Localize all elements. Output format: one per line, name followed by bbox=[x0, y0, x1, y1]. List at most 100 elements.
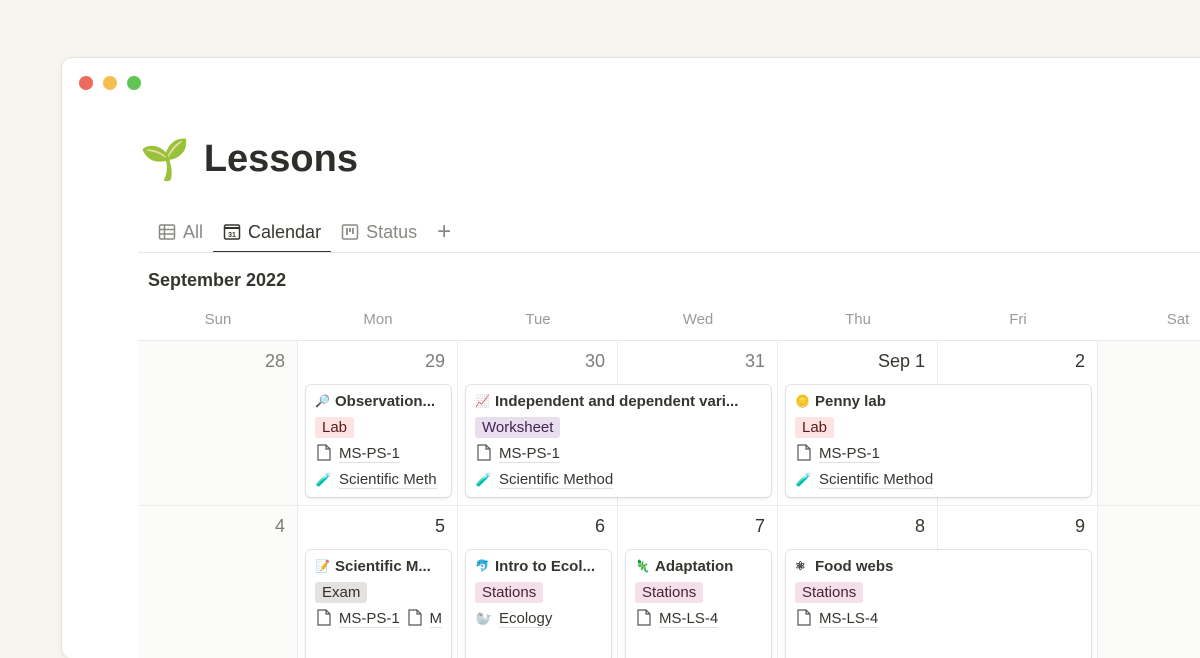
event-card[interactable]: 🪙 Penny lab Lab MS-PS-1 🧪 Scientific Method bbox=[786, 385, 1091, 497]
document-icon bbox=[315, 608, 333, 629]
day-cell[interactable]: 31 bbox=[618, 341, 778, 506]
weekday-header: Sat bbox=[1166, 311, 1190, 328]
event-card[interactable]: 📝 Scientific M... Exam MS-PS-1 M bbox=[306, 550, 451, 658]
seedling-icon[interactable]: 🌱 bbox=[140, 138, 190, 182]
event-emoji-icon: 🔎 bbox=[315, 394, 330, 408]
day-number: 8 bbox=[914, 516, 925, 536]
relation-link[interactable]: Scientific Meth bbox=[339, 470, 437, 489]
day-number: 5 bbox=[434, 516, 445, 536]
event-emoji-icon: 📈 bbox=[475, 394, 490, 408]
property-row: 🧪 Scientific Method bbox=[475, 469, 762, 490]
day-cell[interactable]: 4 bbox=[138, 506, 298, 658]
day-number: 9 bbox=[1074, 516, 1085, 536]
svg-text:31: 31 bbox=[228, 232, 236, 239]
event-title: Food webs bbox=[815, 557, 894, 575]
property-row: MS-LS-4 bbox=[635, 608, 762, 629]
day-number: 30 bbox=[584, 351, 605, 371]
document-icon bbox=[315, 443, 333, 464]
weekday-header: Fri bbox=[1009, 311, 1027, 328]
document-icon bbox=[795, 608, 813, 629]
weekday-header: Tue bbox=[525, 311, 551, 328]
event-emoji-icon: 🪙 bbox=[795, 394, 810, 408]
type-tag: Stations bbox=[635, 582, 704, 603]
relation-link[interactable]: Scientific Method bbox=[819, 470, 934, 489]
tab-status[interactable]: Status bbox=[331, 212, 427, 252]
day-number: 2 bbox=[1074, 351, 1085, 371]
relation-link[interactable]: Scientific Method bbox=[499, 470, 614, 489]
relation-link[interactable]: Ecology bbox=[499, 609, 553, 628]
day-number: 29 bbox=[424, 351, 445, 371]
calendar-grid: 28 29 30 31 Sep 1 2 🔎 Observation... Lab MS-PS-1 🧪… bbox=[138, 340, 1200, 658]
event-card[interactable]: 📈 Independent and dependent vari... Worksh… bbox=[466, 385, 771, 497]
day-number: 6 bbox=[594, 516, 605, 536]
weekday-header: Mon bbox=[363, 311, 393, 328]
relation-link[interactable]: MS-LS-4 bbox=[659, 609, 719, 628]
day-number: Sep 1 bbox=[877, 351, 925, 371]
add-view-button[interactable]: + bbox=[437, 218, 452, 245]
event-title-row: 📈 Independent and dependent vari... bbox=[475, 391, 762, 411]
day-cell[interactable]: 2 bbox=[938, 341, 1098, 506]
event-card[interactable]: 🐬 Intro to Ecol... Stations 🦭 Ecology bbox=[466, 550, 611, 658]
event-card[interactable]: ⚛ Food webs Stations MS-LS-4 bbox=[786, 550, 1091, 658]
relation-link[interactable]: MS-PS-1 bbox=[499, 444, 560, 463]
relation-link[interactable]: MS-PS-1 bbox=[819, 444, 880, 463]
day-number: 7 bbox=[754, 516, 765, 536]
event-emoji-icon: ⚛ bbox=[795, 559, 806, 573]
relation-link[interactable]: MS-PS-1 bbox=[338, 609, 400, 628]
document-icon bbox=[795, 443, 813, 464]
day-number: 4 bbox=[274, 516, 285, 536]
table-icon bbox=[158, 224, 176, 240]
event-title: Scientific M... bbox=[335, 557, 431, 575]
event-title-row: 📝 Scientific M... bbox=[315, 556, 442, 576]
property-row: 🧪 Scientific Method bbox=[795, 469, 1082, 490]
day-cell[interactable] bbox=[1098, 341, 1200, 506]
relation-link[interactable]: MS-LS-4 bbox=[819, 609, 879, 628]
board-icon bbox=[341, 224, 359, 240]
tab-all[interactable]: All bbox=[148, 212, 213, 252]
event-title-row: 🪙 Penny lab bbox=[795, 391, 1082, 411]
event-card[interactable]: 🔎 Observation... Lab MS-PS-1 🧪 Scientific Met… bbox=[306, 385, 451, 497]
type-tag: Worksheet bbox=[475, 417, 561, 438]
event-card[interactable]: 🦎 Adaptation Stations MS-LS-4 bbox=[626, 550, 771, 658]
property-row: MS-PS-1 bbox=[795, 443, 1082, 464]
event-title-row: 🦎 Adaptation bbox=[635, 556, 762, 576]
property-emoji-icon: 🦭 bbox=[475, 610, 493, 626]
property-row: 🧪 Scientific Meth bbox=[315, 469, 442, 490]
relation-link[interactable]: M bbox=[429, 609, 442, 628]
event-title-row: 🐬 Intro to Ecol... bbox=[475, 556, 602, 576]
weekday-header: Sun bbox=[204, 311, 232, 328]
event-title: Intro to Ecol... bbox=[495, 557, 595, 575]
event-title: Penny lab bbox=[815, 392, 886, 410]
page-title[interactable]: Lessons bbox=[203, 138, 358, 180]
minimize-window-button[interactable] bbox=[103, 76, 117, 90]
view-tabs: All 31 Calendar Status + bbox=[148, 212, 461, 253]
day-cell[interactable]: 7 bbox=[618, 506, 778, 658]
property-row: 🦭 Ecology bbox=[475, 608, 602, 629]
day-cell[interactable]: 6 bbox=[458, 506, 618, 658]
day-cell[interactable] bbox=[1098, 506, 1200, 658]
tab-calendar[interactable]: 31 Calendar bbox=[213, 212, 332, 253]
zoom-window-button[interactable] bbox=[127, 76, 141, 90]
type-tag: Lab bbox=[795, 417, 835, 438]
tab-label: All bbox=[183, 221, 204, 242]
event-emoji-icon: 🐬 bbox=[475, 559, 490, 573]
document-icon bbox=[635, 608, 653, 629]
type-tag: Exam bbox=[315, 582, 368, 603]
close-window-button[interactable] bbox=[79, 76, 93, 90]
tab-label: Calendar bbox=[248, 221, 322, 242]
page-header: 🌱 Lessons bbox=[140, 136, 358, 183]
event-emoji-icon: 📝 bbox=[315, 559, 330, 573]
event-title-row: ⚛ Food webs bbox=[795, 556, 1082, 576]
event-title-row: 🔎 Observation... bbox=[315, 391, 442, 411]
day-cell[interactable]: 28 bbox=[138, 341, 298, 506]
day-cell[interactable]: 29 bbox=[298, 341, 458, 506]
event-emoji-icon: 🦎 bbox=[635, 559, 650, 573]
day-cell[interactable]: 9 bbox=[938, 506, 1098, 658]
relation-link[interactable]: MS-PS-1 bbox=[339, 444, 400, 463]
month-label: September 2022 bbox=[148, 270, 287, 290]
day-cell[interactable]: 5 bbox=[298, 506, 458, 658]
day-number: 31 bbox=[744, 351, 765, 371]
property-row: MS-PS-1 bbox=[315, 443, 442, 464]
event-title: Independent and dependent vari... bbox=[495, 392, 739, 410]
property-emoji-icon: 🧪 bbox=[475, 471, 493, 487]
